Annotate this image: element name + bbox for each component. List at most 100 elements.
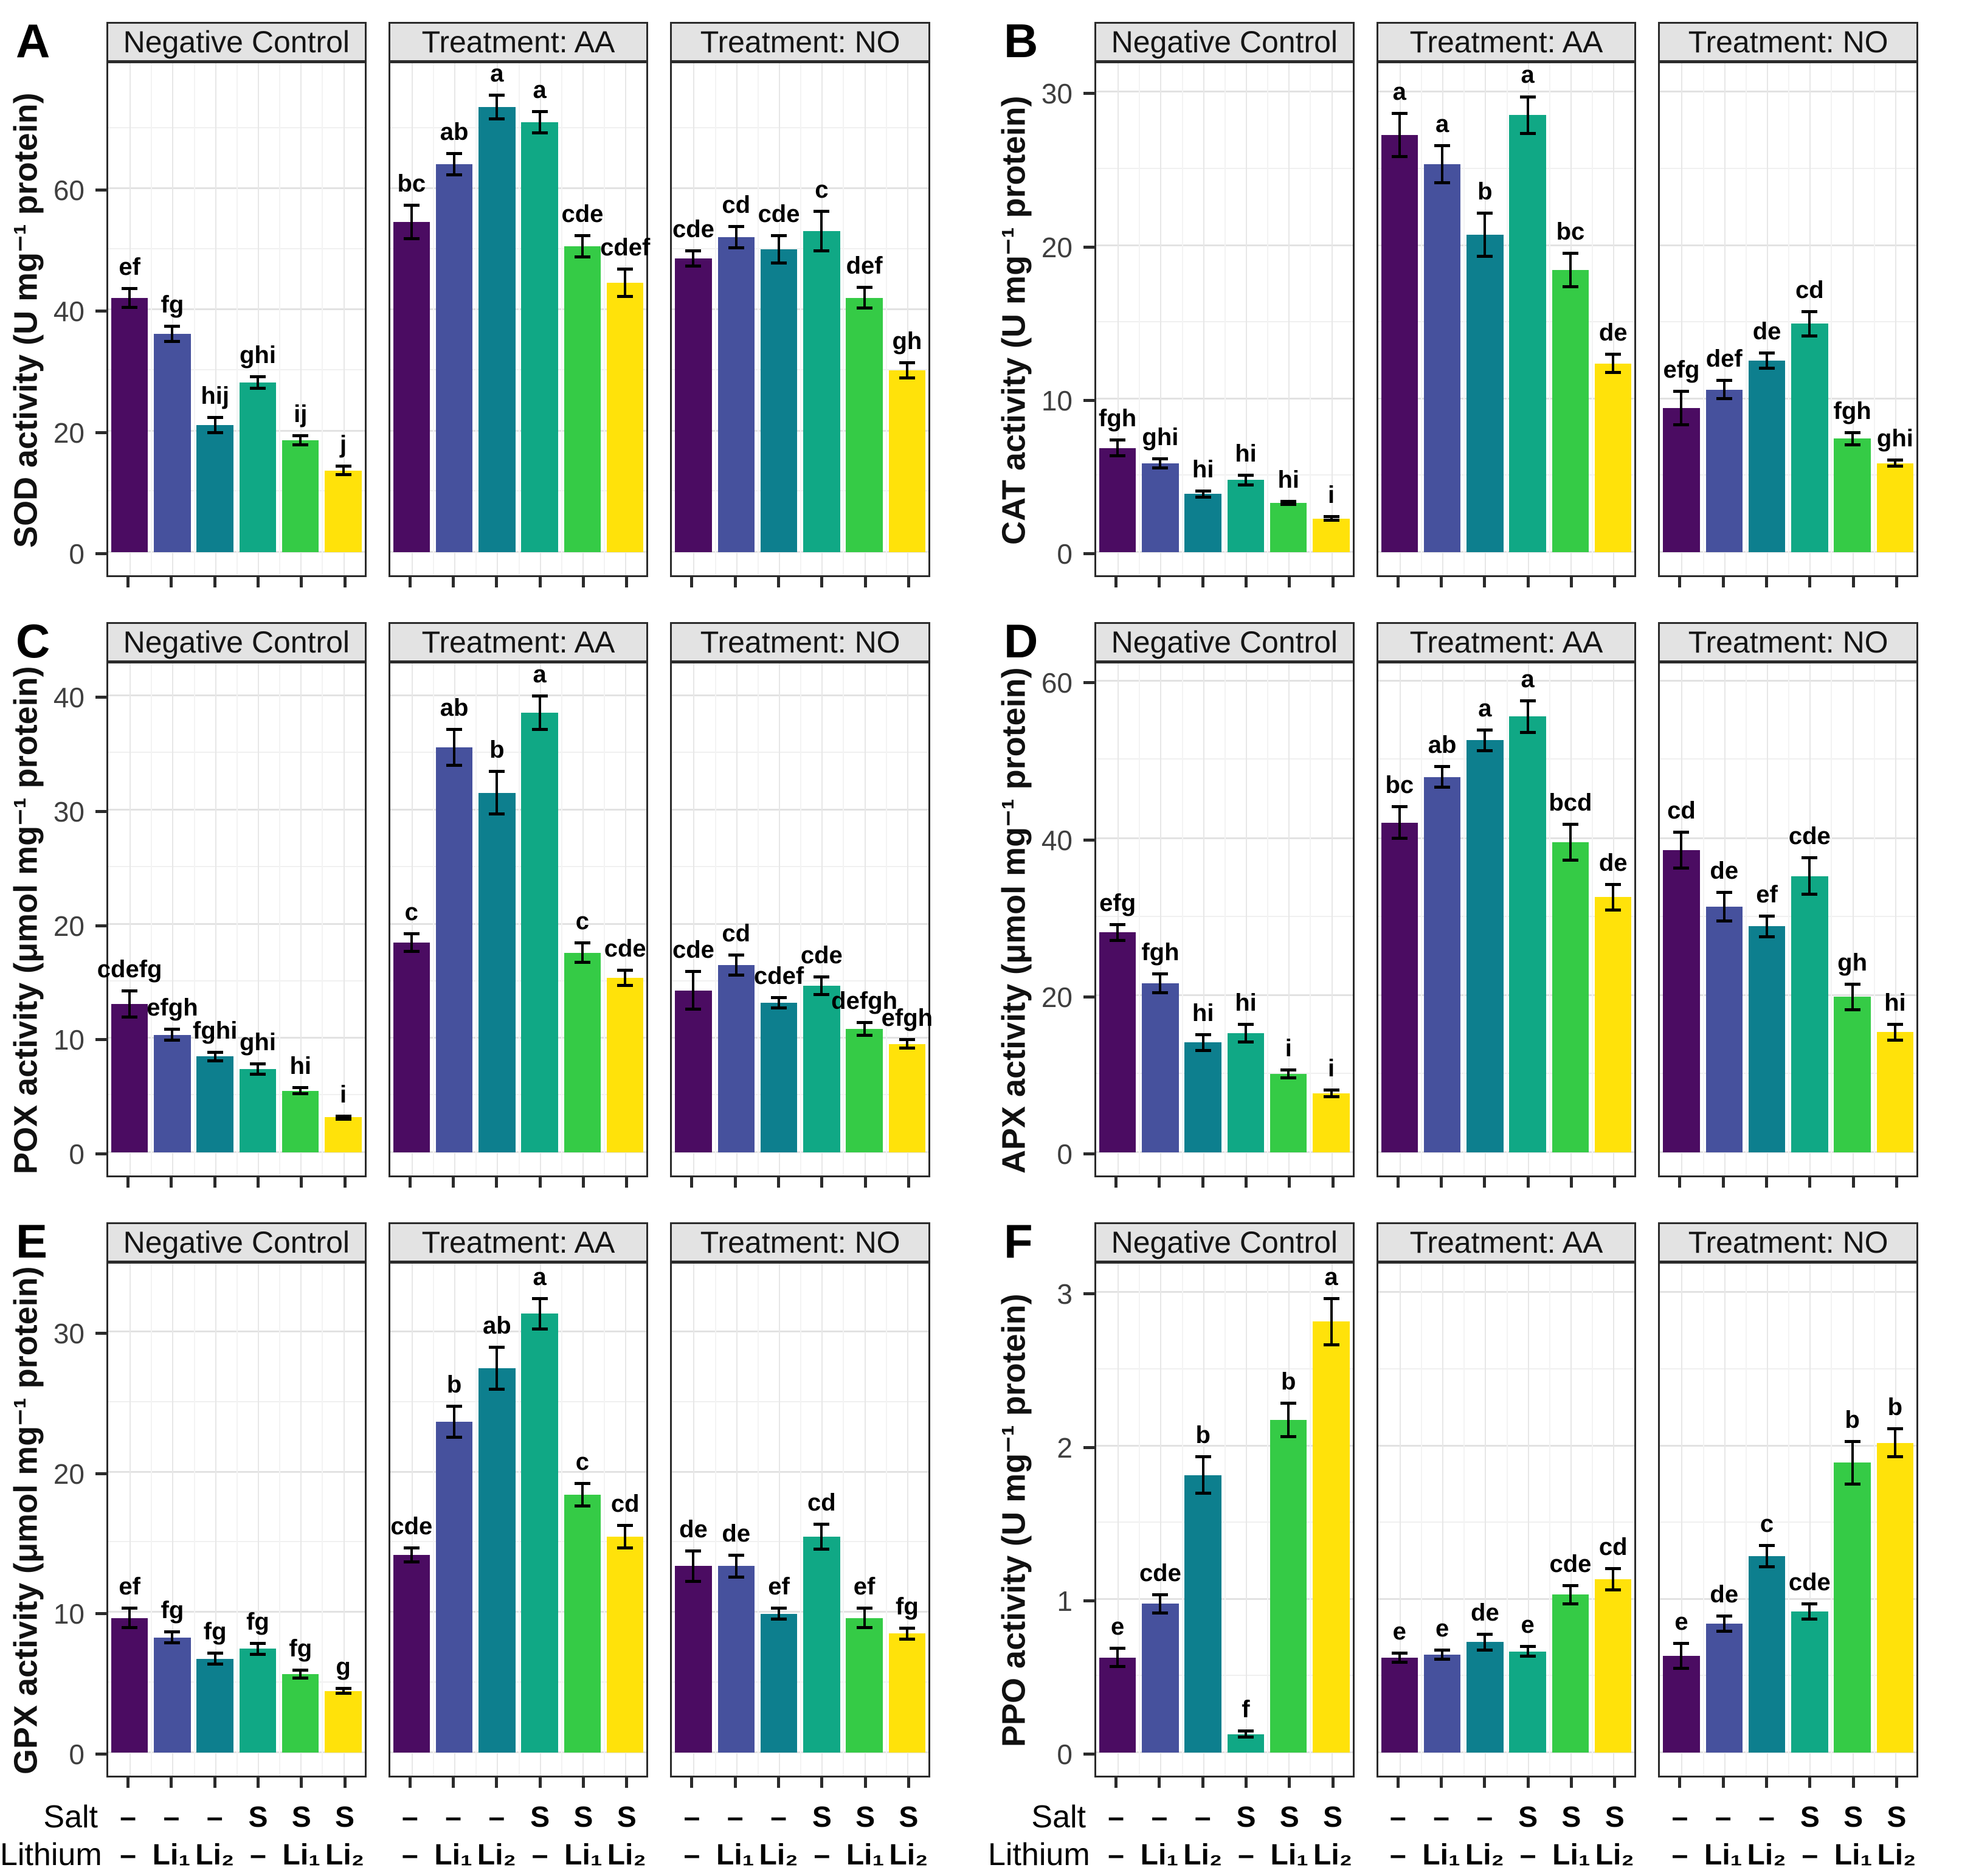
y-tick-mark — [1083, 681, 1094, 684]
bar — [1184, 1042, 1221, 1152]
x-tick-group — [670, 1177, 930, 1198]
x-tick-cell — [1658, 1777, 1701, 1798]
gridline-vertical-minor — [800, 663, 801, 1175]
gridline-vertical-minor — [1592, 63, 1593, 575]
x-tick-mark — [1722, 1777, 1725, 1788]
error-bar-caps — [1802, 310, 1817, 337]
y-tick-mark — [95, 696, 106, 699]
bar — [1595, 364, 1631, 552]
x-tick-cell — [1745, 1177, 1788, 1198]
x-category-label: S — [1225, 1801, 1268, 1834]
error-bar-stem — [496, 1349, 498, 1388]
gridline-vertical-minor — [715, 663, 716, 1175]
error-bar-caps — [814, 210, 829, 252]
significance-letter: ef — [854, 1573, 876, 1601]
bar — [718, 965, 755, 1152]
x-tick-mark — [126, 1777, 130, 1788]
x-tick-mark — [1527, 1777, 1530, 1788]
bar — [675, 258, 711, 552]
y-tick-label: 0 — [1057, 538, 1073, 570]
error-bar-caps — [1238, 474, 1254, 486]
error-bar-caps — [1110, 923, 1125, 942]
x-tick-cell — [1181, 577, 1225, 598]
gridline-vertical-minor — [1463, 1264, 1465, 1776]
significance-letter: cdefg — [97, 956, 162, 983]
error-bar — [279, 1669, 322, 1680]
error-bar-stem — [1851, 986, 1854, 1008]
x-category-label: – — [1377, 1801, 1420, 1834]
significance-letter: def — [846, 252, 883, 280]
bar — [1749, 926, 1785, 1152]
gridline-vertical-minor — [561, 663, 562, 1175]
bar — [1381, 823, 1418, 1152]
x-category-label: Li₂ — [1463, 1838, 1506, 1872]
x-tick-cell — [1463, 1177, 1506, 1198]
significance-letter: b — [447, 1371, 461, 1399]
facet-title: Negative Control — [1111, 1225, 1338, 1260]
significance-letter: a — [533, 661, 547, 688]
bar — [1834, 1462, 1870, 1753]
x-tick-mark — [907, 1177, 910, 1188]
x-tick-mark — [864, 1777, 867, 1788]
x-tick-cell — [1788, 577, 1831, 598]
gridline-vertical-minor — [1225, 663, 1226, 1175]
error-bar-stem — [1245, 477, 1247, 483]
bar — [889, 1044, 925, 1152]
x-category-label: – — [1658, 1838, 1701, 1872]
y-tick-mark — [1083, 1446, 1094, 1449]
error-bar-caps — [532, 694, 548, 731]
significance-letter: fgh — [1834, 398, 1871, 425]
gridline-vertical-minor — [800, 1264, 801, 1776]
gridline-vertical-minor — [1225, 1264, 1226, 1776]
gridline-vertical-minor — [194, 1264, 195, 1776]
x-tick-mark — [1245, 577, 1248, 587]
error-bar — [519, 1297, 561, 1331]
error-bar-stem — [128, 1610, 131, 1626]
error-bar-stem — [624, 972, 626, 984]
bar — [240, 1069, 276, 1152]
error-bar-stem — [1202, 1036, 1204, 1049]
error-bar-stem — [1612, 356, 1614, 371]
significance-letter: f — [1242, 1696, 1249, 1723]
x-tick-mark — [582, 577, 585, 587]
x-tick-cell — [519, 1177, 562, 1198]
x-tick-cell — [605, 577, 648, 598]
y-tick-mark — [95, 310, 106, 313]
significance-letter: b — [1477, 178, 1492, 206]
x-tick-cell — [193, 577, 237, 598]
bar — [1749, 361, 1785, 552]
x-tick-cell — [237, 1777, 280, 1798]
significance-letter: c — [815, 176, 828, 204]
bar — [1270, 1074, 1307, 1152]
bar — [1099, 1658, 1136, 1753]
x-tick-cell — [106, 1177, 150, 1198]
error-bar-caps — [1195, 490, 1211, 499]
x-category-label: Li₂ — [1875, 1838, 1918, 1872]
error-bar — [194, 416, 237, 434]
error-bar-caps — [446, 728, 462, 767]
error-bar — [1592, 883, 1634, 911]
x-tick-mark — [1201, 1777, 1204, 1788]
x-tick-group — [670, 577, 930, 598]
error-bar-stem — [1245, 1026, 1247, 1040]
error-bar-caps — [1563, 252, 1578, 289]
gridline-vertical-minor — [519, 63, 520, 575]
bar — [1877, 1443, 1913, 1753]
x-tick-mark — [690, 1777, 693, 1788]
gridline-vertical-minor — [194, 63, 195, 575]
significance-letter: cd — [1795, 277, 1824, 304]
y-tick-label: 60 — [1042, 667, 1073, 699]
x-tick-mark — [582, 1777, 585, 1788]
bar — [846, 1029, 882, 1152]
